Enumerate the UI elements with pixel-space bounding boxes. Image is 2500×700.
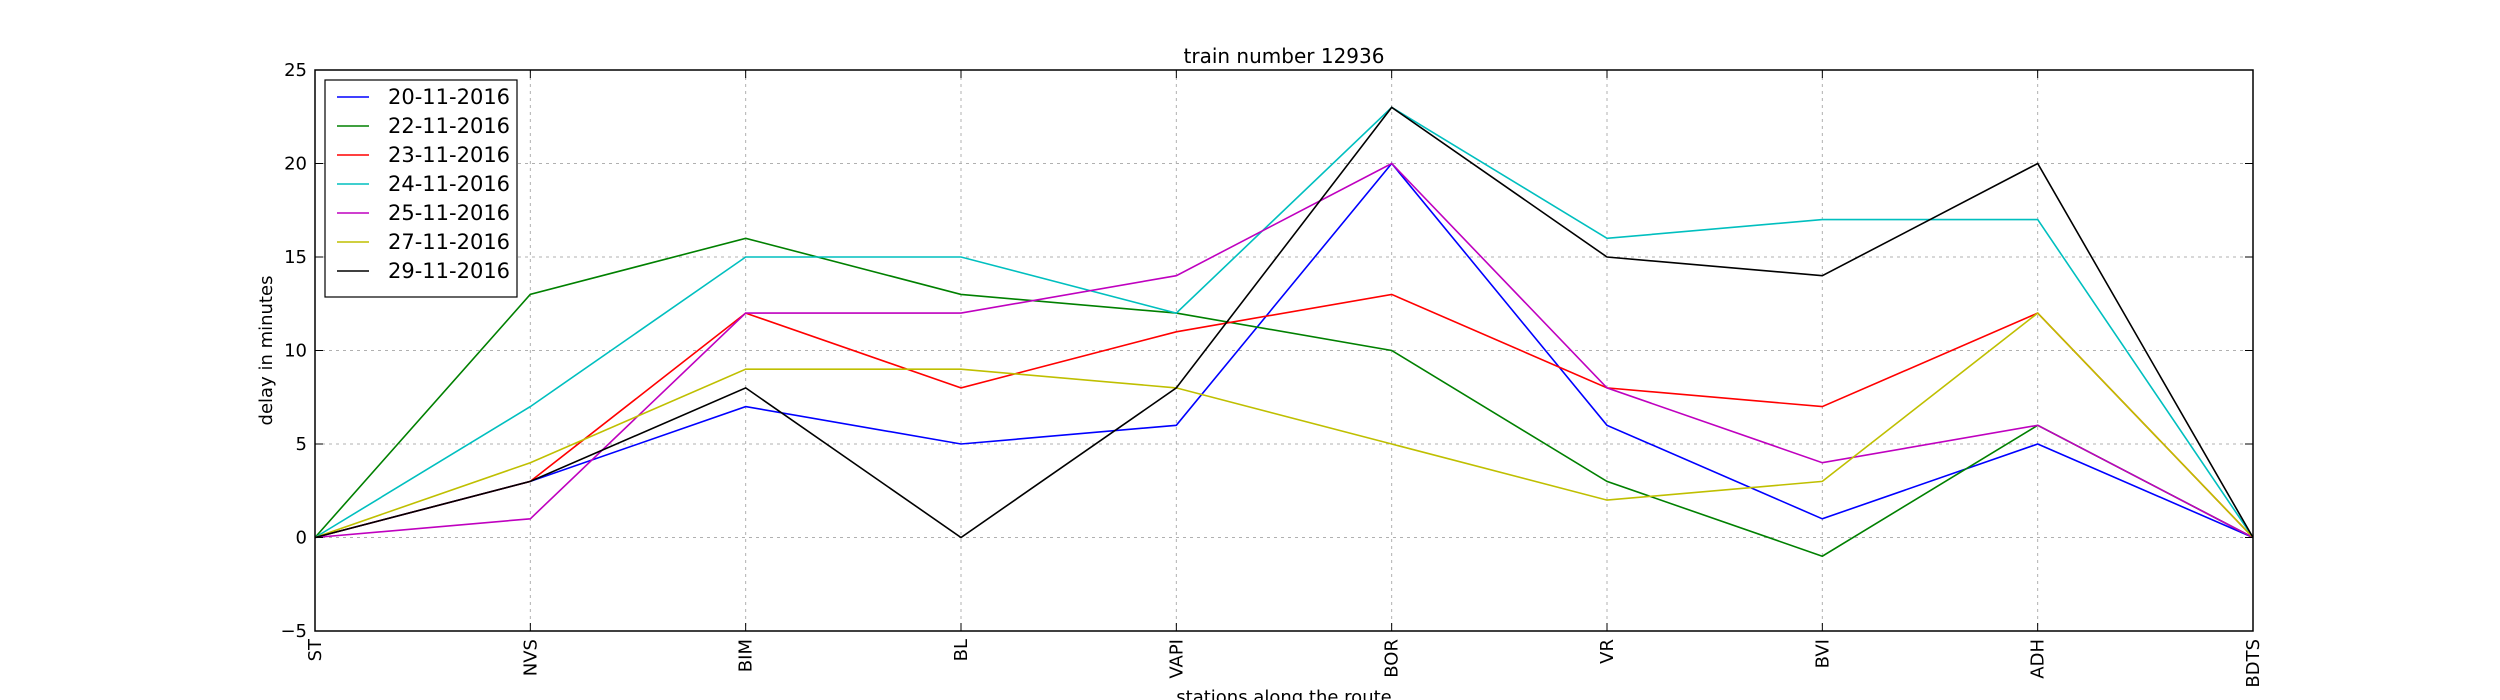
legend: 20-11-2016 22-11-2016 23-11-2016 24-11-2016… (324, 79, 518, 298)
legend-box (324, 79, 518, 298)
y-tick-label: 5 (296, 434, 307, 455)
y-tick-label: 10 (284, 341, 307, 362)
series-line-20-11-2016 (314, 162, 2254, 539)
x-axis-label: stations along the route (1176, 687, 1391, 700)
legend-label: 23-11-2016 (388, 143, 510, 167)
y-axis-label: delay in minutes (256, 276, 277, 426)
legend-label: 27-11-2016 (388, 230, 510, 254)
series-line-27-11-2016 (314, 312, 2254, 539)
x-tick-label: VAPI (1166, 639, 1187, 679)
x-tick-label: VR (1597, 639, 1618, 664)
x-tick-label: BL (951, 639, 972, 661)
x-tick-label: ADH (2028, 639, 2049, 679)
legend-label: 25-11-2016 (388, 201, 510, 225)
series-lines (314, 106, 2254, 558)
chart-title: train number 12936 (1184, 44, 1385, 68)
legend-label: 24-11-2016 (388, 172, 510, 196)
legend-label: 20-11-2016 (388, 85, 510, 109)
x-tick-label: BVI (1812, 639, 1833, 668)
legend-label: 22-11-2016 (388, 114, 510, 138)
x-tick-label: BDTS (2243, 639, 2264, 688)
axis-ticks: −5 0 5 10 15 20 25 ST NVS BIM BL VAPI BOR VR BVI ADH BDT… (280, 60, 2264, 688)
series-line-24-11-2016 (314, 106, 2254, 539)
y-tick-label: 15 (284, 247, 307, 268)
y-tick-label: 25 (284, 60, 307, 81)
y-tick-label: 0 (296, 528, 307, 549)
x-tick-label: NVS (520, 639, 541, 676)
series-line-29-11-2016 (314, 106, 2254, 539)
y-tick-label: −5 (280, 621, 307, 642)
x-tick-label: ST (305, 638, 326, 661)
grid (315, 70, 2253, 631)
x-tick-label: BIM (736, 639, 757, 672)
series-line-22-11-2016 (314, 237, 2254, 558)
y-tick-label: 20 (284, 154, 307, 175)
series-line-23-11-2016 (314, 293, 2254, 539)
legend-label: 29-11-2016 (388, 259, 510, 283)
x-tick-label: BOR (1382, 639, 1403, 678)
